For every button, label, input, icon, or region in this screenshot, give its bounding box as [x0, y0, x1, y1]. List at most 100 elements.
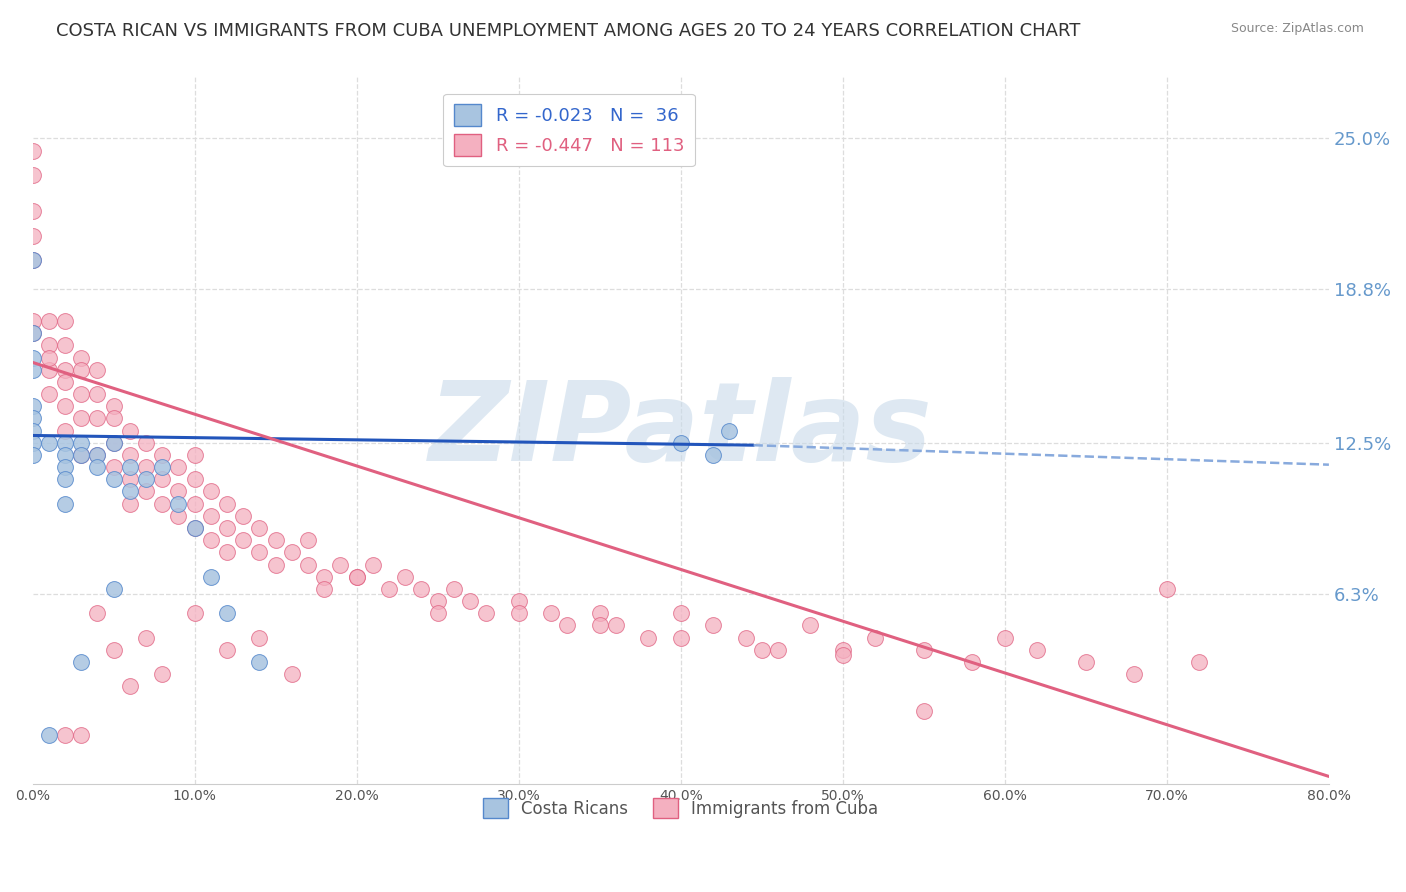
Point	[38, 435, 60, 450]
Point	[314, 582, 336, 596]
Point	[38, 314, 60, 328]
Point	[53, 362, 76, 376]
Point	[135, 460, 157, 475]
Point	[994, 631, 1017, 645]
Point	[200, 508, 222, 523]
Point	[167, 508, 190, 523]
Point	[718, 424, 741, 438]
Point	[21, 424, 44, 438]
Point	[831, 642, 853, 657]
Point	[150, 448, 173, 462]
Point	[53, 472, 76, 486]
Point	[86, 460, 108, 475]
Point	[329, 558, 352, 572]
Point	[555, 618, 578, 632]
Point	[70, 448, 93, 462]
Point	[247, 631, 270, 645]
Point	[150, 667, 173, 681]
Point	[314, 570, 336, 584]
Point	[378, 582, 401, 596]
Point	[53, 448, 76, 462]
Point	[70, 655, 93, 669]
Point	[135, 631, 157, 645]
Point	[912, 704, 935, 718]
Point	[215, 521, 238, 535]
Point	[150, 497, 173, 511]
Point	[118, 448, 141, 462]
Point	[281, 545, 304, 559]
Text: COSTA RICAN VS IMMIGRANTS FROM CUBA UNEMPLOYMENT AMONG AGES 20 TO 24 YEARS CORRE: COSTA RICAN VS IMMIGRANTS FROM CUBA UNEM…	[56, 22, 1081, 40]
Point	[411, 582, 433, 596]
Point	[53, 314, 76, 328]
Point	[150, 472, 173, 486]
Point	[53, 338, 76, 352]
Point	[53, 497, 76, 511]
Point	[21, 326, 44, 341]
Point	[21, 144, 44, 158]
Legend: Costa Ricans, Immigrants from Cuba: Costa Ricans, Immigrants from Cuba	[477, 791, 886, 825]
Point	[1188, 655, 1211, 669]
Point	[21, 448, 44, 462]
Point	[38, 351, 60, 365]
Point	[103, 460, 125, 475]
Point	[669, 631, 692, 645]
Point	[38, 387, 60, 401]
Point	[183, 606, 205, 620]
Point	[167, 484, 190, 499]
Point	[38, 728, 60, 742]
Point	[86, 411, 108, 425]
Point	[183, 521, 205, 535]
Point	[346, 570, 368, 584]
Point	[863, 631, 886, 645]
Point	[167, 497, 190, 511]
Point	[637, 631, 659, 645]
Point	[215, 545, 238, 559]
Point	[118, 679, 141, 693]
Point	[426, 606, 449, 620]
Point	[21, 253, 44, 268]
Point	[21, 204, 44, 219]
Point	[21, 411, 44, 425]
Point	[458, 594, 481, 608]
Point	[70, 362, 93, 376]
Point	[443, 582, 465, 596]
Point	[70, 411, 93, 425]
Point	[508, 606, 530, 620]
Point	[86, 448, 108, 462]
Point	[183, 472, 205, 486]
Point	[215, 606, 238, 620]
Point	[103, 411, 125, 425]
Point	[135, 484, 157, 499]
Point	[53, 399, 76, 413]
Point	[21, 253, 44, 268]
Point	[215, 642, 238, 657]
Point	[183, 448, 205, 462]
Point	[70, 435, 93, 450]
Point	[264, 533, 287, 548]
Point	[21, 314, 44, 328]
Point	[605, 618, 627, 632]
Point	[118, 472, 141, 486]
Point	[297, 533, 319, 548]
Point	[962, 655, 984, 669]
Point	[21, 228, 44, 243]
Point	[766, 642, 789, 657]
Point	[200, 533, 222, 548]
Point	[53, 460, 76, 475]
Point	[103, 582, 125, 596]
Point	[103, 642, 125, 657]
Point	[53, 424, 76, 438]
Point	[702, 448, 724, 462]
Point	[1074, 655, 1097, 669]
Point	[53, 435, 76, 450]
Point	[394, 570, 416, 584]
Point	[669, 435, 692, 450]
Point	[232, 508, 254, 523]
Point	[21, 168, 44, 182]
Point	[21, 326, 44, 341]
Point	[247, 521, 270, 535]
Point	[361, 558, 384, 572]
Point	[540, 606, 562, 620]
Point	[589, 606, 612, 620]
Point	[247, 545, 270, 559]
